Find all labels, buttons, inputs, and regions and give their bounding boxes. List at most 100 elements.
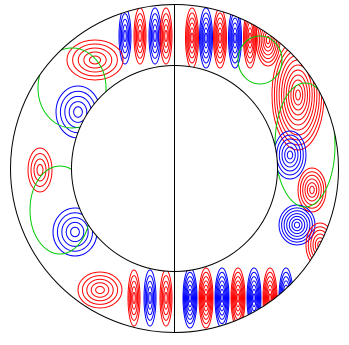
contour-cell-top-left	[164, 29, 168, 43]
contour-cell-left-upper	[55, 85, 101, 139]
contour-cell-right-lower	[288, 215, 306, 235]
contour-cell-right-lower	[293, 221, 301, 229]
contour-cell-bottom-right	[185, 280, 195, 316]
contour-cell-bottom-right	[186, 284, 194, 312]
contour-cell-top-right	[215, 17, 225, 59]
contour-cell-top-left	[160, 13, 172, 59]
contour-cell-bottom-left	[161, 280, 171, 316]
contour-cell-right-upper	[285, 69, 311, 121]
contour-cell-bottom-right	[250, 284, 258, 312]
contour-cell-left-lower	[70, 226, 80, 238]
contour-cell-top-right	[204, 32, 208, 44]
contour-cell-top-right	[202, 22, 210, 54]
contour-cell-left-upper	[68, 101, 88, 123]
contour-cell-top-right	[230, 17, 240, 59]
contour-cell-bottom-right	[280, 276, 292, 320]
contour-cell-top-left	[159, 7, 173, 65]
contour-cell-bottom-left	[145, 280, 155, 316]
contour-cell-top-left	[137, 24, 143, 48]
contour-cell-bottom-right	[217, 280, 227, 316]
contour-cell-top-left	[122, 24, 128, 48]
contour-cell-top-left	[119, 13, 131, 59]
contour-cell-left-bottom	[90, 282, 110, 298]
contour-cell-bottom-right	[201, 280, 211, 316]
contour-cell-right-upper	[276, 49, 320, 141]
contour-cell-bottom-right	[187, 288, 193, 308]
contour-cell-bottom-right	[199, 271, 213, 325]
contour-cell-right-top	[264, 32, 272, 48]
contour-cell-bottom-left	[148, 291, 152, 305]
contour-cell-top-left	[161, 18, 171, 54]
contour-cell-top-right	[214, 12, 226, 64]
contour-cell-bottom-right	[218, 284, 226, 312]
contour-cell-bottom-right	[283, 288, 289, 308]
contour-cell-right-middle-low	[306, 182, 318, 198]
contour-cell-top-right	[201, 17, 211, 59]
contour-cell-top-left	[135, 18, 145, 54]
contour-cell-top-right	[186, 12, 198, 64]
contour-cell-bottom-left	[160, 275, 172, 321]
contour-cell-left-top	[88, 55, 102, 65]
contour-cell-left-upper	[73, 106, 83, 118]
contour-cell-left-bottom	[81, 275, 119, 305]
contour-cell-left-top	[72, 43, 118, 77]
contour-cell-top-right	[218, 32, 222, 44]
contour-cell-bottom-left	[164, 291, 168, 305]
contour-cell-bottom-left	[131, 286, 137, 310]
contour-cell-bottom-left	[128, 275, 140, 321]
contour-cell-left-middle	[30, 153, 50, 187]
contour-cell-right-upper	[288, 74, 308, 116]
contour-cell-left-top	[77, 47, 113, 73]
contour-cell-bottom-left	[147, 286, 153, 310]
contour-cell-left-upper	[59, 90, 97, 134]
contour-cell-right-middle	[278, 138, 302, 172]
contour-cell-right-middle-low	[304, 178, 320, 202]
contour-cell-right-upper	[278, 54, 318, 136]
contour-cell-bottom-right	[198, 267, 214, 329]
contour-cell-top-left	[163, 24, 169, 48]
contour-cell-right-middle-low	[309, 185, 315, 195]
contour-cell-right-middle-low	[299, 171, 325, 209]
contour-cell-left-bottom	[95, 285, 105, 295]
contour-cell-bottom-right	[219, 288, 225, 308]
contour-cell-top-left	[120, 18, 130, 54]
contour-cell-bottom-right	[203, 288, 209, 308]
contour-cell-right-middle-low	[302, 174, 322, 206]
contour-cell-top-left	[150, 18, 160, 54]
contour-cell-left-bottom	[86, 278, 114, 302]
contour-cell-left-top	[66, 39, 124, 81]
contour-cell-bottom-right	[202, 284, 210, 312]
contour-cell-top-right	[231, 22, 239, 54]
contour-cell-left-lower	[56, 212, 94, 252]
contour-cell-top-left	[153, 29, 157, 43]
contour-cell-top-right	[187, 17, 197, 59]
contour-cell-top-right	[232, 27, 238, 49]
contour-cell-bottom-right	[251, 288, 257, 308]
contour-cell-top-left	[118, 7, 132, 65]
contour-cell-right-middle	[284, 146, 296, 164]
contour-cell-bottom-right	[236, 293, 240, 303]
contour-cell-bottom-left	[163, 286, 169, 310]
contour-cell-bottom-right	[220, 293, 224, 303]
contour-cell-right-upper	[295, 89, 301, 101]
zero-contour-left-lower	[29, 165, 91, 255]
contour-cell-bottom-left	[144, 275, 156, 321]
contour-cell-right-lower	[291, 218, 303, 232]
contour-cell-left-middle	[27, 147, 53, 193]
contour-cell-bottom-right	[200, 276, 212, 320]
contour-cell-top-right	[216, 22, 224, 54]
contour-cell-bottom-right	[284, 293, 288, 303]
contour-cell-bottom-right	[216, 276, 228, 320]
contour-cell-bottom-right	[279, 271, 293, 325]
contour-cell-bottom-right	[204, 293, 208, 303]
contour-cell-bottom-right	[234, 284, 242, 312]
contour-cell-top-right	[203, 27, 209, 49]
contour-cell-top-left	[133, 7, 147, 65]
contour-cell-bottom-right	[235, 288, 241, 308]
contour-cell-bottom-left	[127, 269, 141, 327]
contour-cell-top-right	[190, 32, 194, 44]
contour-cell-bottom-left	[132, 291, 136, 305]
inner-boundary-circle	[71, 65, 278, 272]
contour-cell-top-left	[152, 24, 158, 48]
contour-cell-right-top	[265, 35, 271, 45]
